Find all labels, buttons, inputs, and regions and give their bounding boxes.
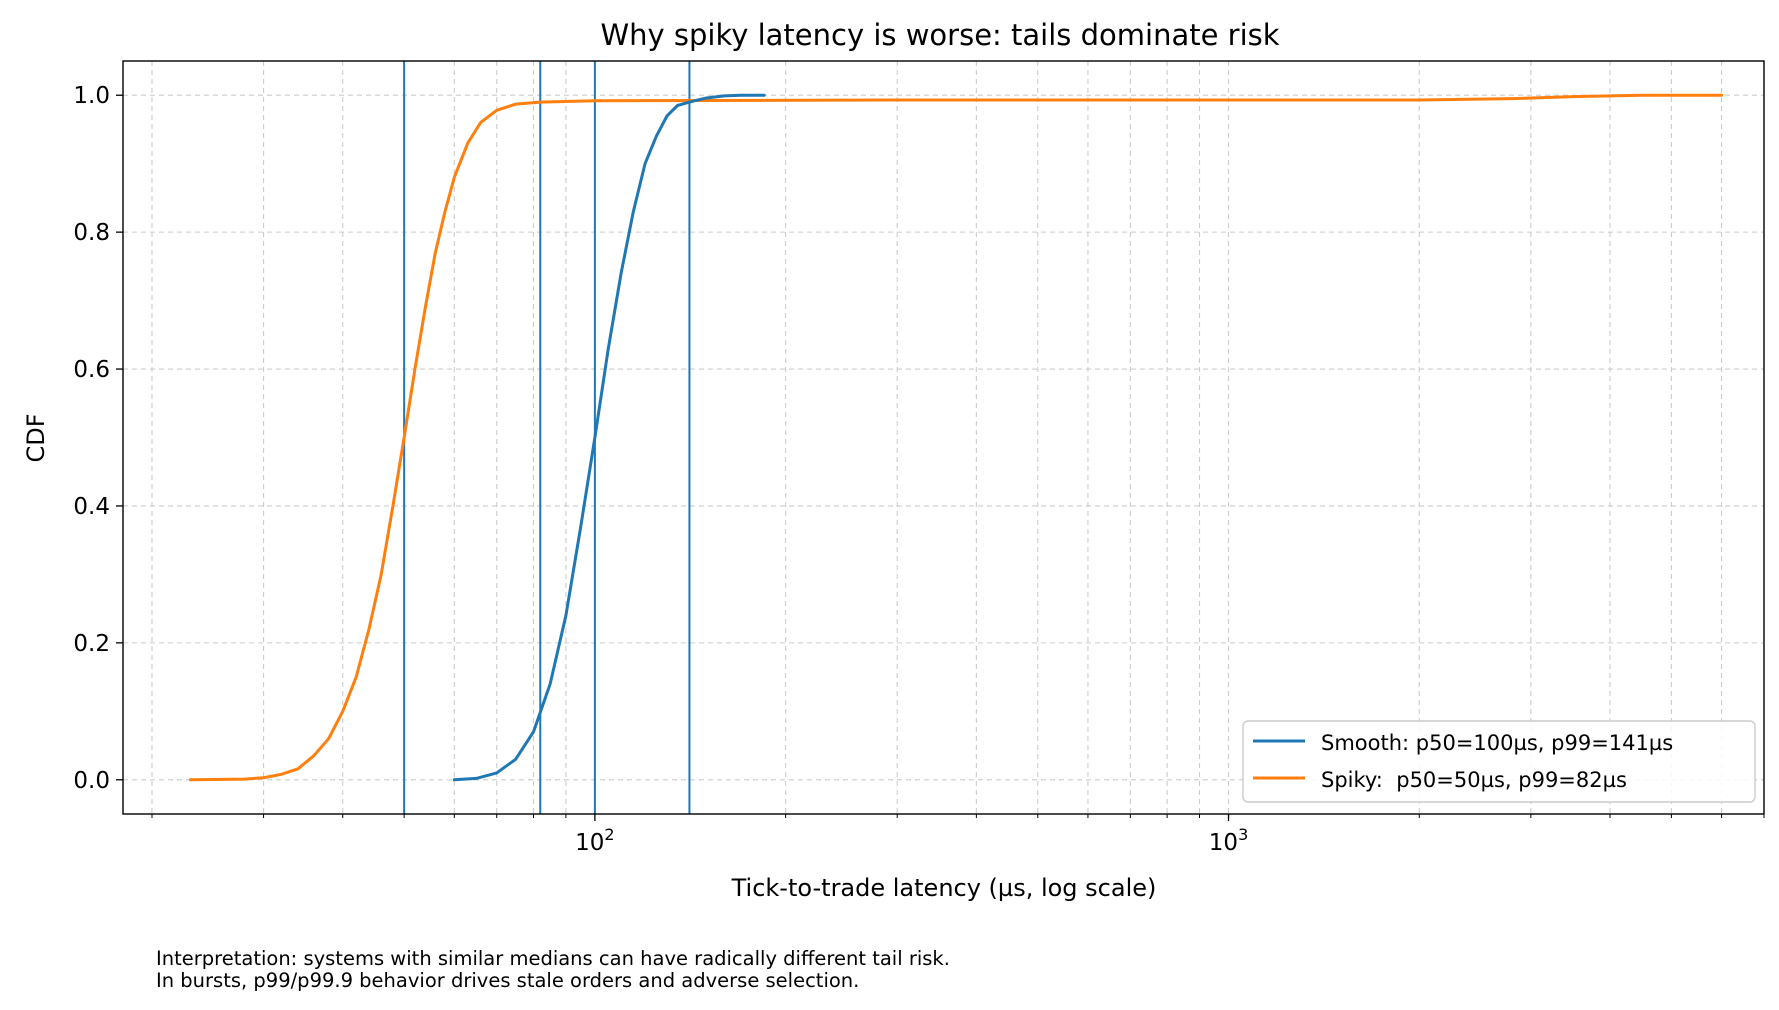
legend-label-smooth: Smooth: p50=100µs, p99=141µs: [1321, 731, 1673, 755]
percentile-marker-lines: [403, 61, 691, 814]
cdf-series: [188, 93, 1724, 782]
y-tick-label: 1.0: [73, 83, 110, 109]
y-axis-label: CDF: [22, 413, 50, 462]
y-tick-label: 0.6: [73, 357, 110, 383]
series-line-spiky: [188, 93, 1724, 782]
series-line-smooth: [452, 93, 766, 782]
x-tick-label: 102: [575, 825, 614, 856]
grid-lines: [123, 61, 1765, 814]
interpretation-note-line-1: Interpretation: systems with similar med…: [156, 947, 950, 970]
axis-ticks: 102 103 0.0 0.2 0.4 0.6 0.8 1.0: [73, 83, 1765, 856]
y-tick-label: 0.0: [73, 768, 110, 794]
interpretation-note-line-2: In bursts, p99/p99.9 behavior drives sta…: [156, 969, 860, 992]
legend: Smooth: p50=100µs, p99=141µs Spiky: p50=…: [1242, 720, 1756, 803]
plot-frame: [122, 60, 1765, 815]
y-tick-label: 0.4: [73, 494, 110, 520]
legend-box: [1242, 720, 1756, 803]
y-tick-label: 0.8: [73, 220, 110, 246]
x-tick-label: 103: [1209, 825, 1248, 856]
chart-title: Why spiky latency is worse: tails domina…: [600, 18, 1279, 52]
x-axis-label: Tick-to-trade latency (µs, log scale): [731, 874, 1157, 902]
legend-label-spiky: Spiky: p50=50µs, p99=82µs: [1321, 768, 1627, 792]
y-tick-label: 0.2: [73, 631, 110, 657]
